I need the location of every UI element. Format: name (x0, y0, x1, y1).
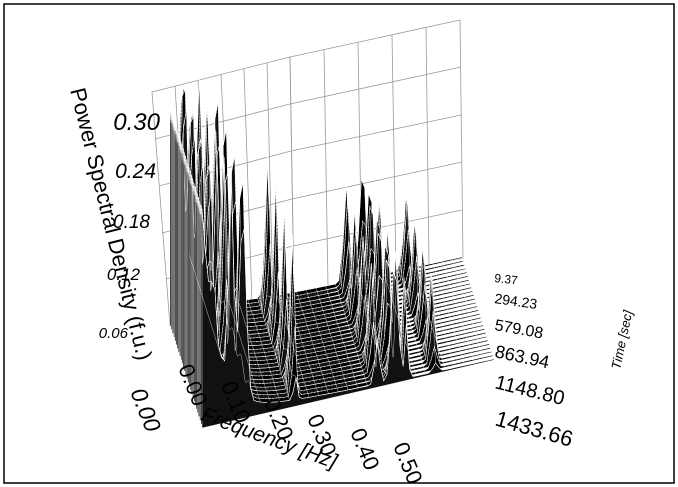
surface-grid-line (218, 291, 251, 389)
surface-grid-line (335, 283, 368, 387)
surface-grid-line (208, 119, 242, 351)
x-tick-label: 0.40 (345, 425, 384, 474)
surface-grid-line (452, 258, 485, 362)
surface-mesh (169, 78, 495, 429)
chart-border (3, 3, 675, 484)
z-tick-label: 0.24 (115, 160, 156, 183)
surface-grid-line (422, 265, 456, 368)
surface-grid-line (403, 194, 436, 363)
x-tick-label: 0.50 (388, 439, 427, 487)
surface-grid-line (189, 255, 222, 358)
surface-grid-line (413, 267, 446, 370)
z-tick-label: 0.18 (113, 212, 150, 233)
surface-grid-line (345, 183, 378, 368)
z-tick-label: 0.12 (107, 265, 141, 284)
surface-grid-line (383, 273, 417, 376)
surface-grid-line (179, 96, 212, 292)
y-tick-label: 9.37 (494, 271, 519, 287)
surface-grid-line (228, 299, 261, 403)
surface-grid-line (325, 285, 358, 389)
surface-grid-line (432, 263, 465, 366)
surface-grid-line (315, 287, 349, 390)
y-tick-label: 1148.80 (493, 372, 567, 410)
y-tick-label: 579.08 (493, 317, 544, 342)
surface-grid-line (393, 271, 427, 374)
surface-grid-line (461, 256, 495, 359)
surface-grid-line (247, 299, 281, 402)
y-tick-label: 863.94 (493, 341, 551, 372)
surface-grid-line (169, 106, 203, 209)
surface-grid-line (286, 293, 319, 396)
surface-grid-line (374, 198, 407, 350)
surface-grid-line (364, 187, 397, 358)
surface-grid-line (276, 295, 310, 398)
y-tick-label: 1433.66 (493, 406, 576, 452)
surface-grid-line (354, 273, 388, 375)
z-axis-ticks: 0.00 0.06 0.12 0.18 0.24 0.30 (99, 109, 167, 436)
surface-grid-line (267, 295, 300, 398)
surface-grid-line (306, 289, 339, 392)
y-axis-title: Time [sec] (608, 309, 635, 371)
surface-grid-line (442, 261, 475, 364)
y-tick-label: 294.23 (494, 290, 539, 312)
z-tick-label: 0.00 (125, 384, 166, 435)
z-tick-label: 0.06 (99, 325, 129, 342)
z-tick-label: 0.30 (113, 109, 160, 136)
surface-grid-line (296, 291, 329, 394)
surface-grid-line (257, 298, 290, 401)
surface-grid-line (237, 300, 271, 403)
